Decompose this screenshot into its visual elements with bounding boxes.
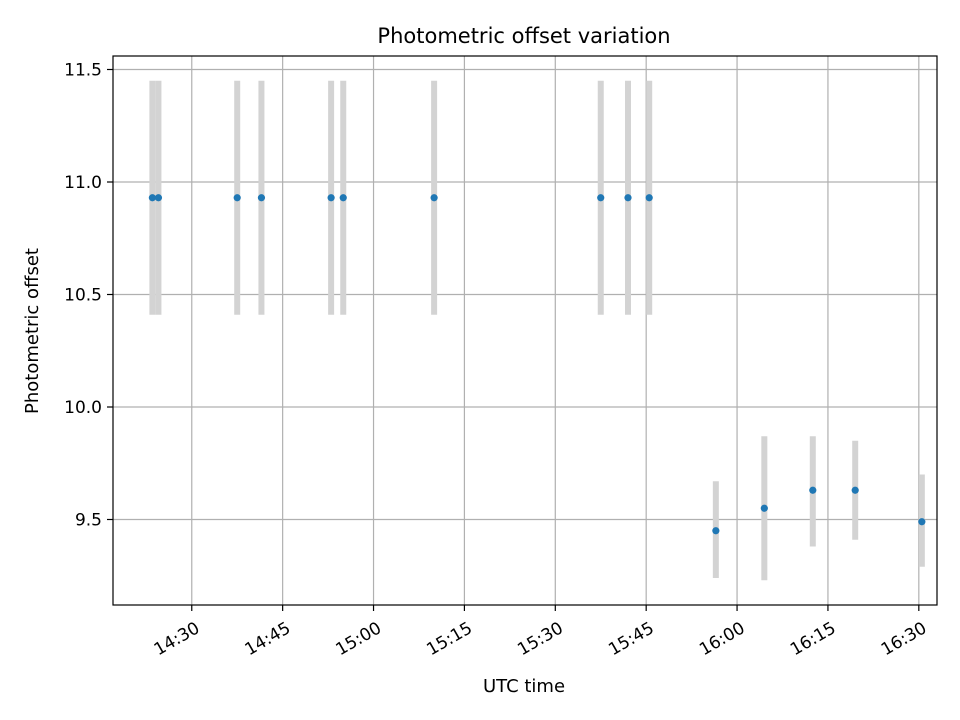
- data-points: [148, 194, 926, 535]
- data-point: [851, 486, 859, 494]
- x-tick-label: 16:15: [787, 618, 839, 660]
- data-point: [809, 486, 817, 494]
- y-axis-ticks: 9.5 10.0 10.5 11.0 11.5: [64, 61, 113, 531]
- x-tick-label: 15:45: [605, 618, 657, 660]
- x-tick-label: 14:30: [151, 618, 203, 660]
- y-tick-label: 9.5: [75, 511, 102, 531]
- x-tick-label: 15:15: [423, 618, 475, 660]
- data-point: [257, 194, 266, 202]
- y-tick-label: 11.5: [64, 61, 102, 81]
- grid: [113, 56, 937, 605]
- y-axis-label: Photometric offset: [22, 248, 43, 414]
- data-point: [154, 194, 163, 202]
- x-tick-label: 15:00: [333, 618, 385, 660]
- x-axis-ticks: 14:30 14:45 15:00 15:15 15:30 15:45 16:00 16:15…: [151, 605, 930, 660]
- x-tick-label: 16:30: [878, 618, 930, 660]
- chart-title: Photometric offset variation: [377, 24, 670, 48]
- plot-frame: [112, 55, 938, 606]
- x-tick-label: 14:45: [242, 618, 294, 660]
- data-point: [918, 518, 926, 526]
- x-tick-label: 15:30: [514, 618, 566, 660]
- data-point: [624, 194, 632, 202]
- data-point: [712, 527, 720, 535]
- y-tick-label: 10.0: [64, 398, 102, 418]
- data-point: [430, 194, 438, 202]
- data-point: [339, 194, 347, 202]
- data-point: [327, 194, 335, 202]
- data-point: [148, 194, 156, 202]
- data-point: [645, 194, 653, 202]
- y-tick-label: 11.0: [64, 173, 102, 193]
- errorbars: [149, 80, 925, 581]
- x-tick-label: 16:00: [696, 618, 748, 660]
- data-point: [597, 194, 605, 202]
- x-axis-label: UTC time: [483, 676, 565, 697]
- data-point: [760, 504, 768, 512]
- y-tick-label: 10.5: [64, 286, 102, 306]
- data-point: [233, 194, 241, 202]
